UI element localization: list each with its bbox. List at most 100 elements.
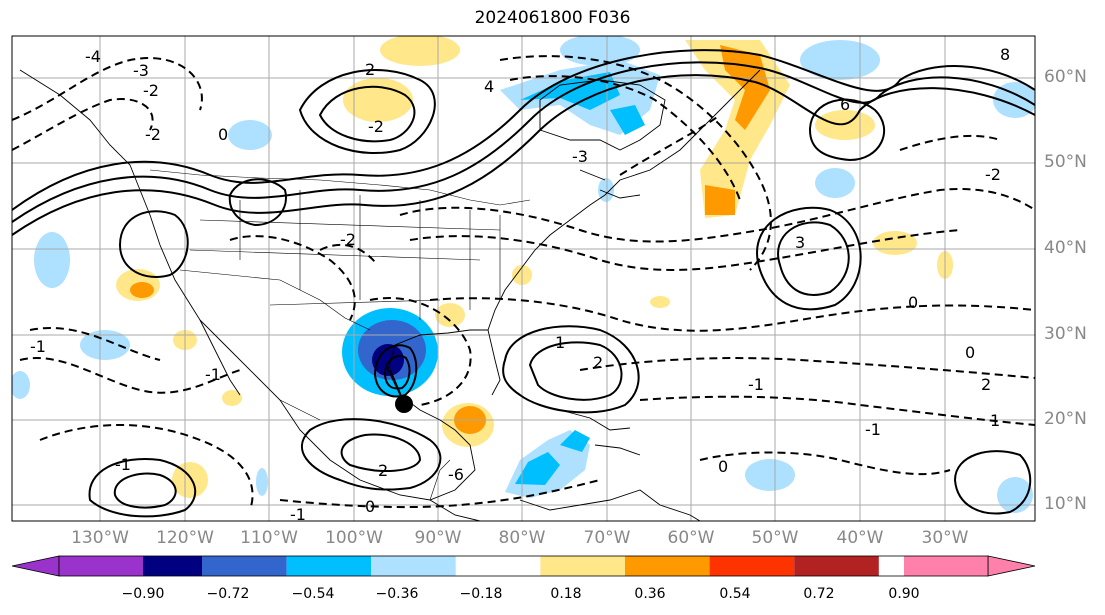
colorbar-segment	[540, 556, 625, 576]
contour-label: 6	[840, 95, 850, 114]
colorbar-tick: 0.18	[550, 586, 582, 602]
patch-labrador-orange	[720, 45, 770, 130]
colorbar-tick: −0.90	[121, 586, 165, 602]
colorbar-segment	[286, 556, 372, 576]
dashed-contours	[12, 55, 1035, 511]
patch-greenland-blue	[800, 40, 880, 80]
contour-label: 2	[593, 353, 603, 372]
patch-epac-blue	[256, 468, 268, 496]
colorbar	[11, 555, 1036, 577]
patch-nova-blue	[598, 178, 614, 202]
contour-label: -1	[205, 365, 221, 384]
contour-label: 2	[981, 375, 991, 394]
map-title: 2024061800 F036	[474, 8, 631, 28]
lat-label-60n: 60°N	[1044, 67, 1087, 87]
colorbar-tick: 0.54	[719, 586, 751, 602]
lat-label-50n: 50°N	[1044, 152, 1087, 172]
patch-small-yellow-3	[222, 390, 242, 406]
contour-label: -1	[748, 375, 764, 394]
contour-label: -3	[572, 147, 588, 166]
contour-label: -4	[85, 47, 101, 66]
colorbar-segment	[904, 556, 988, 576]
colorbar-tick: 0.36	[634, 586, 666, 602]
colorbar-segment	[709, 556, 795, 576]
contour-label: -6	[448, 465, 464, 484]
colorbar-segment	[371, 556, 456, 576]
contour-label: -2	[368, 117, 384, 136]
contour-label: 2	[378, 461, 388, 480]
contour-label: 0	[365, 497, 375, 516]
colorbar-segment	[794, 556, 879, 576]
lon-label-120w: 120°W	[156, 528, 214, 548]
patch-epac-yellow	[172, 462, 208, 498]
colorbar-tick: 0.90	[888, 586, 920, 602]
colorbar-tick: 0.72	[803, 586, 835, 602]
lat-label-10n: 10°N	[1044, 494, 1087, 514]
contour-label: 1	[555, 333, 565, 352]
lon-label-90w: 90°W	[414, 528, 462, 548]
patch-canada-yellow	[343, 78, 413, 122]
patch-atlantic-yellow	[815, 110, 875, 140]
map-frame	[11, 35, 1036, 522]
colorbar-segment	[59, 556, 143, 576]
gridlines	[12, 36, 1035, 521]
contour-label: -2	[985, 165, 1001, 184]
contour-label: 4	[484, 77, 494, 96]
patch-east-blue	[997, 477, 1033, 513]
contour-label: -2	[143, 81, 159, 100]
colorbar-segment	[455, 556, 541, 576]
colorbar-segment	[625, 556, 710, 576]
patch-caribbean-cyan-2	[560, 430, 590, 452]
lon-label-50w: 50°W	[751, 528, 799, 548]
patch-arctic-yellow	[380, 36, 460, 66]
patch-atlantic-blue	[815, 168, 855, 198]
lon-label-60w: 60°W	[667, 528, 715, 548]
patch-atl-blue	[745, 459, 795, 491]
borders	[149, 169, 531, 501]
contour-label: 3	[795, 233, 805, 252]
patch-labrador-orange-2	[705, 185, 735, 215]
lon-label-70w: 70°W	[583, 528, 631, 548]
lat-label-30n: 30°N	[1044, 324, 1087, 344]
colorbar-tick: −0.54	[291, 586, 335, 602]
patch-caribbean-cyan	[515, 452, 560, 485]
contour-label: 8	[1000, 45, 1010, 64]
lon-label-110w: 110°W	[240, 528, 298, 548]
storm-center-marker	[395, 395, 413, 413]
colorbar-segment	[202, 556, 287, 576]
patch-florida-yellow	[435, 303, 465, 327]
contour-label: -2	[340, 230, 356, 249]
patch-gulf-core	[372, 344, 404, 376]
contour-label: 0	[908, 293, 918, 312]
contour-label: -2	[145, 125, 161, 144]
contour-label: 2	[365, 60, 375, 79]
contour-label: -3	[133, 61, 149, 80]
lat-label-20n: 20°N	[1044, 409, 1087, 429]
patch-west-blue	[12, 371, 30, 399]
patch-pacific-blue-2	[80, 330, 130, 360]
lon-label-80w: 80°W	[498, 528, 546, 548]
patch-arctic-blue	[560, 36, 640, 66]
colorbar-extend-low	[11, 555, 60, 577]
contour-label: 1	[990, 411, 1000, 430]
patch-baja-orange	[130, 282, 154, 298]
contour-label: -1	[30, 337, 46, 356]
coastlines	[19, 69, 761, 521]
colorbar-extend-high	[987, 555, 1036, 577]
contour-label: 0	[218, 125, 228, 144]
contour-label: 0	[718, 457, 728, 476]
patch-pacific-blue	[34, 232, 70, 288]
contour-labels: -4 -3 -2 0 2 4 6 8 -1 1 -2 -6 3 -3 0 -1 …	[30, 45, 1010, 521]
lon-label-30w: 30°W	[921, 528, 969, 548]
patch-atlantic-yellow-2	[873, 231, 917, 255]
colorbar-tick: −0.72	[206, 586, 250, 602]
lat-label-40n: 40°N	[1044, 238, 1087, 258]
contour-label: 0	[965, 343, 975, 362]
lon-label-130w: 130°W	[71, 528, 129, 548]
colorbar-tick: −0.18	[459, 586, 503, 602]
colorbar-tick: −0.36	[375, 586, 419, 602]
patch-pacnw-blue	[228, 120, 272, 150]
lon-label-40w: 40°W	[836, 528, 884, 548]
contour-label: -1	[115, 455, 131, 474]
